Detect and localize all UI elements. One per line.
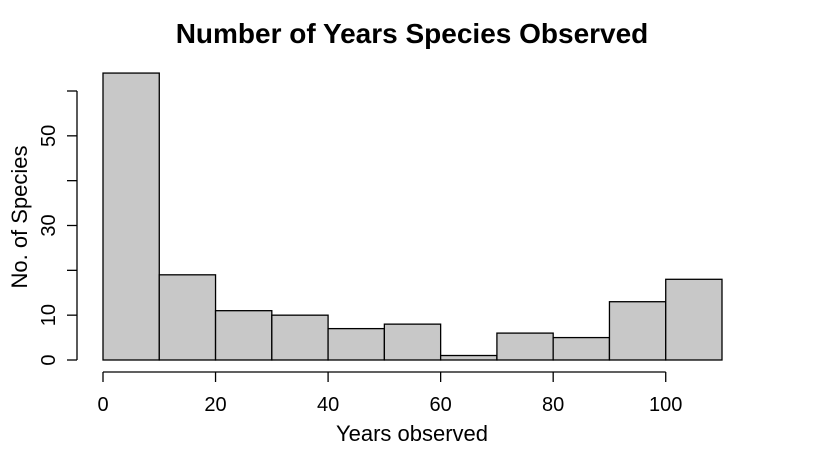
y-axis: 0 10 30 50	[38, 90, 78, 366]
histogram-bar-70-80	[496, 332, 554, 361]
histogram-bar-50-60	[383, 323, 442, 361]
histogram-bar-0-10	[102, 72, 160, 361]
histogram-bar-20-30	[214, 310, 273, 361]
y-tick-label-30: 30	[38, 214, 60, 236]
histogram-bar-40-50	[327, 327, 386, 361]
x-tick-label-0: 0	[97, 394, 108, 416]
x-tick-label-80: 80	[542, 394, 564, 416]
histogram-bar-100-110	[665, 278, 723, 361]
histogram-bar-80-90	[552, 336, 611, 361]
y-tick-label-50: 50	[38, 125, 60, 147]
bars-group	[102, 72, 723, 361]
y-tick-label-10: 10	[38, 304, 60, 326]
histogram-bar-30-40	[271, 314, 329, 361]
histogram-bar-10-20	[158, 274, 217, 361]
y-axis-label: No. of Species	[7, 145, 32, 288]
x-tick-label-60: 60	[430, 394, 452, 416]
x-axis: 0 20 40 60 80 100	[97, 371, 682, 416]
x-tick-label-100: 100	[649, 394, 682, 416]
chart-title: Number of Years Species Observed	[176, 18, 649, 49]
y-tick-label-0: 0	[38, 354, 60, 365]
histogram-bar-60-70	[439, 354, 498, 361]
x-tick-label-40: 40	[317, 394, 339, 416]
histogram-bar-90-100	[608, 301, 667, 361]
x-axis-label: Years observed	[336, 421, 488, 446]
x-tick-label-20: 20	[204, 394, 226, 416]
